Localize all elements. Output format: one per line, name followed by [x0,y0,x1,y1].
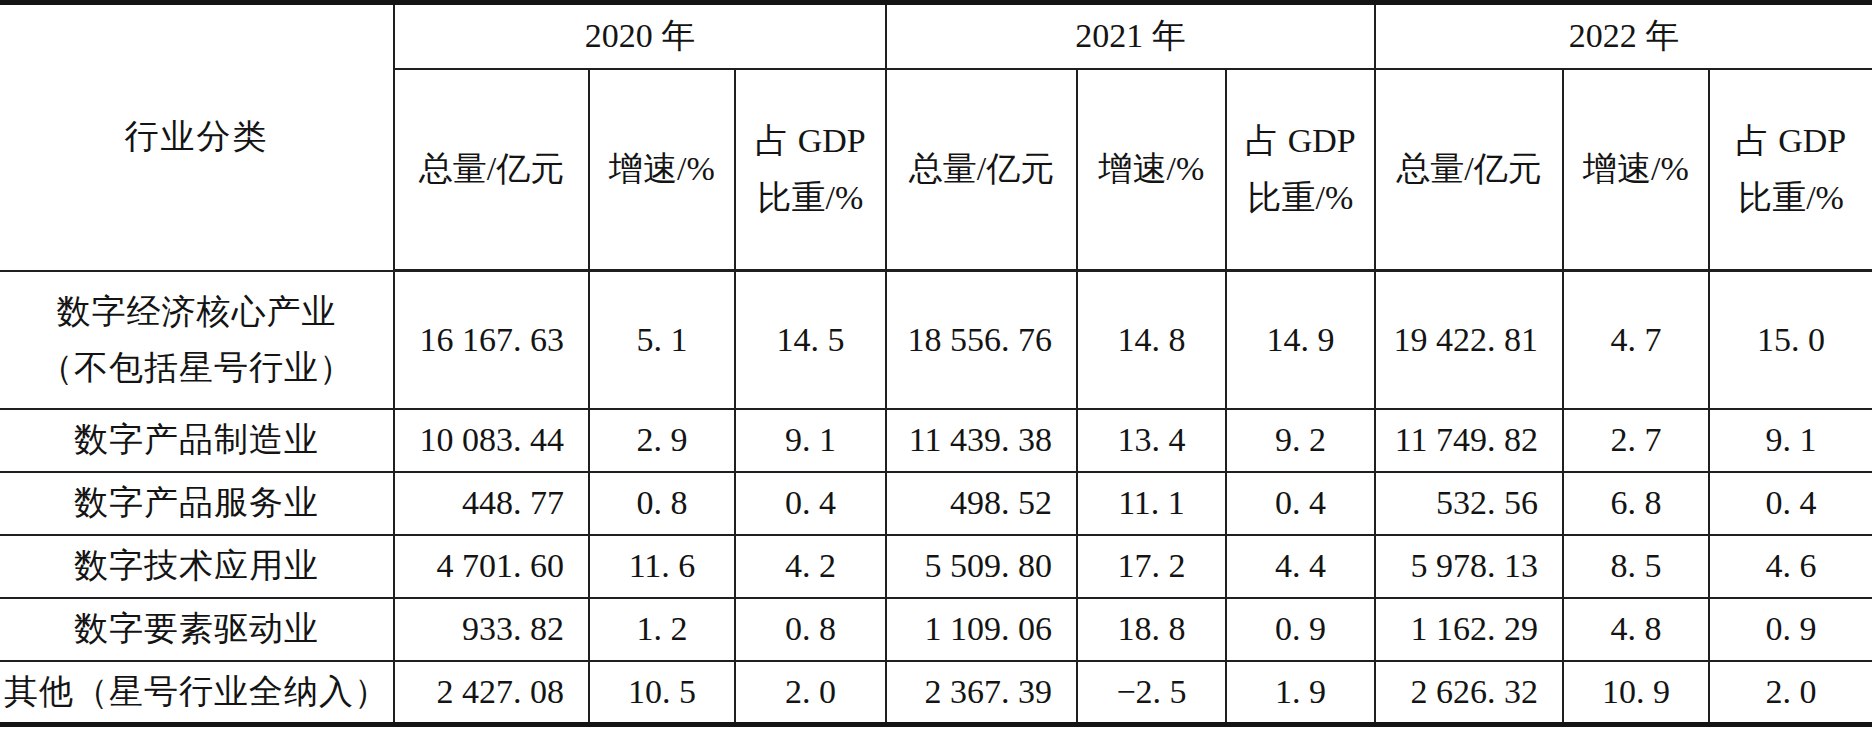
gdp-share-label-line2: 比重/% [1227,169,1374,226]
cell-total-2020: 933. 82 [394,598,589,661]
cell-total-2022: 11 749. 82 [1375,409,1563,472]
row-category-line1: 数字技术应用业 [0,538,393,593]
cell-total-2020: 2 427. 08 [394,661,589,725]
year-header-2020: 2020 年 [394,3,886,69]
cell-gdp-2020: 9. 1 [735,409,886,472]
cell-growth-2022: 4. 7 [1563,271,1709,409]
cell-growth-2021: 11. 1 [1077,472,1226,535]
cell-total-2020: 4 701. 60 [394,535,589,598]
cell-growth-2021: 14. 8 [1077,271,1226,409]
cell-gdp-2021: 4. 4 [1226,535,1375,598]
cell-total-2021: 18 556. 76 [886,271,1077,409]
gdp-share-label-line1: 占 GDP [1710,112,1872,169]
cell-total-2022: 5 978. 13 [1375,535,1563,598]
cell-growth-2021: −2. 5 [1077,661,1226,725]
table-row-digital-factor-driven: 数字要素驱动业 933. 82 1. 2 0. 8 1 109. 06 18. … [0,598,1872,661]
cell-gdp-2021: 0. 9 [1226,598,1375,661]
year-header-2021: 2021 年 [886,3,1375,69]
table-row-others-starred: 其他（星号行业全纳入） 2 427. 08 10. 5 2. 0 2 367. … [0,661,1872,725]
col-header-total-2020: 总量/亿元 [394,69,589,271]
row-category: 数字技术应用业 [0,535,394,598]
cell-total-2020: 16 167. 63 [394,271,589,409]
cell-gdp-2021: 9. 2 [1226,409,1375,472]
cell-total-2020: 10 083. 44 [394,409,589,472]
row-category: 数字产品制造业 [0,409,394,472]
cell-total-2022: 19 422. 81 [1375,271,1563,409]
row-category-line1: 数字要素驱动业 [0,601,393,656]
gdp-share-label-line1: 占 GDP [736,112,885,169]
cell-growth-2022: 6. 8 [1563,472,1709,535]
cell-total-2020: 448. 77 [394,472,589,535]
table-row-digital-technology-application: 数字技术应用业 4 701. 60 11. 6 4. 2 5 509. 80 1… [0,535,1872,598]
cell-total-2022: 532. 56 [1375,472,1563,535]
col-header-growth-2021: 增速/% [1077,69,1226,271]
row-category: 数字要素驱动业 [0,598,394,661]
cell-total-2022: 1 162. 29 [1375,598,1563,661]
year-header-2022: 2022 年 [1375,3,1872,69]
row-category-line1: 数字经济核心产业 [0,284,393,339]
year-header-row: 行业分类 2020 年 2021 年 2022 年 [0,3,1872,69]
table-row-digital-product-services: 数字产品服务业 448. 77 0. 8 0. 4 498. 52 11. 1 … [0,472,1872,535]
row-category-line2: （不包括星号行业） [0,340,393,395]
cell-total-2021: 498. 52 [886,472,1077,535]
cell-growth-2021: 13. 4 [1077,409,1226,472]
cell-growth-2020: 1. 2 [589,598,735,661]
gdp-share-label-line2: 比重/% [736,169,885,226]
cell-gdp-2021: 0. 4 [1226,472,1375,535]
cell-total-2021: 1 109. 06 [886,598,1077,661]
col-header-growth-2022: 增速/% [1563,69,1709,271]
cell-gdp-2022: 0. 4 [1709,472,1872,535]
cell-gdp-2022: 4. 6 [1709,535,1872,598]
gdp-share-label-line1: 占 GDP [1227,112,1374,169]
col-header-gdp-share-2020: 占 GDP 比重/% [735,69,886,271]
cell-gdp-2022: 15. 0 [1709,271,1872,409]
col-header-gdp-share-2022: 占 GDP 比重/% [1709,69,1872,271]
row-category: 数字经济核心产业 （不包括星号行业） [0,271,394,409]
cell-growth-2022: 8. 5 [1563,535,1709,598]
cell-gdp-2020: 2. 0 [735,661,886,725]
cell-growth-2020: 2. 9 [589,409,735,472]
table-row-core-industry: 数字经济核心产业 （不包括星号行业） 16 167. 63 5. 1 14. 5… [0,271,1872,409]
cell-gdp-2020: 4. 2 [735,535,886,598]
cell-growth-2020: 0. 8 [589,472,735,535]
industry-gdp-table: 行业分类 2020 年 2021 年 2022 年 总量/亿元 增速/% 占 G… [0,0,1872,727]
gdp-share-label-line2: 比重/% [1710,169,1872,226]
cell-growth-2021: 18. 8 [1077,598,1226,661]
row-category: 其他（星号行业全纳入） [0,661,394,725]
cell-growth-2022: 10. 9 [1563,661,1709,725]
cell-gdp-2020: 0. 4 [735,472,886,535]
cell-gdp-2020: 14. 5 [735,271,886,409]
cell-growth-2020: 5. 1 [589,271,735,409]
row-category-line1: 数字产品制造业 [0,412,393,467]
cell-growth-2022: 4. 8 [1563,598,1709,661]
cell-growth-2020: 10. 5 [589,661,735,725]
row-category-line1: 其他（星号行业全纳入） [0,664,393,719]
cell-gdp-2022: 0. 9 [1709,598,1872,661]
cell-growth-2020: 11. 6 [589,535,735,598]
cell-gdp-2022: 2. 0 [1709,661,1872,725]
cell-total-2021: 11 439. 38 [886,409,1077,472]
cell-total-2021: 2 367. 39 [886,661,1077,725]
cell-total-2021: 5 509. 80 [886,535,1077,598]
cell-gdp-2021: 1. 9 [1226,661,1375,725]
table-row-digital-product-manufacturing: 数字产品制造业 10 083. 44 2. 9 9. 1 11 439. 38 … [0,409,1872,472]
col-header-total-2021: 总量/亿元 [886,69,1077,271]
cell-growth-2022: 2. 7 [1563,409,1709,472]
row-category: 数字产品服务业 [0,472,394,535]
corner-header-industry-category: 行业分类 [0,3,394,271]
cell-growth-2021: 17. 2 [1077,535,1226,598]
cell-total-2022: 2 626. 32 [1375,661,1563,725]
cell-gdp-2020: 0. 8 [735,598,886,661]
cell-gdp-2021: 14. 9 [1226,271,1375,409]
cell-gdp-2022: 9. 1 [1709,409,1872,472]
col-header-gdp-share-2021: 占 GDP 比重/% [1226,69,1375,271]
row-category-line1: 数字产品服务业 [0,475,393,530]
col-header-growth-2020: 增速/% [589,69,735,271]
col-header-total-2022: 总量/亿元 [1375,69,1563,271]
